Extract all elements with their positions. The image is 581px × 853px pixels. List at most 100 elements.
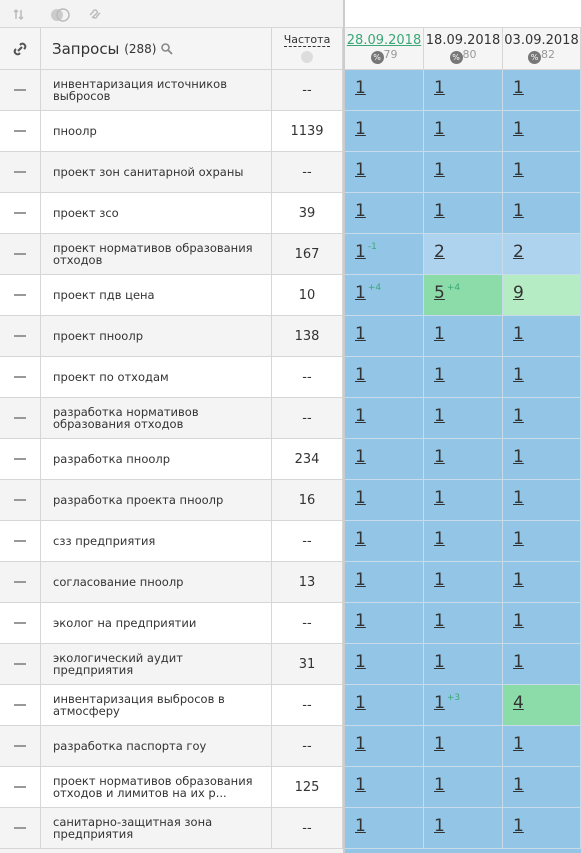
- position[interactable]: 1: [355, 611, 366, 631]
- position[interactable]: 1: [513, 816, 524, 836]
- query: проект пноолр: [41, 316, 272, 357]
- position[interactable]: 1: [355, 78, 366, 98]
- dash-icon: [14, 212, 26, 214]
- row-remove[interactable]: [0, 644, 41, 685]
- row-remove[interactable]: [0, 398, 41, 439]
- row-remove[interactable]: [0, 439, 41, 480]
- position[interactable]: 1: [434, 693, 445, 713]
- position[interactable]: 1: [434, 570, 445, 590]
- row-remove[interactable]: [0, 70, 41, 111]
- frequency-header[interactable]: Частота: [272, 28, 343, 70]
- row-remove[interactable]: [0, 275, 41, 316]
- position[interactable]: 1: [355, 242, 366, 262]
- query: сзз предприятия: [41, 521, 272, 562]
- frequency: 13: [272, 562, 343, 603]
- position[interactable]: 1: [513, 365, 524, 385]
- position[interactable]: 1: [434, 119, 445, 139]
- position[interactable]: 1: [434, 529, 445, 549]
- position[interactable]: 1: [513, 78, 524, 98]
- position-cell: 1: [345, 357, 424, 398]
- position[interactable]: 1: [513, 611, 524, 631]
- position[interactable]: 1: [434, 160, 445, 180]
- position[interactable]: 1: [355, 283, 366, 303]
- position[interactable]: 1: [355, 693, 366, 713]
- position[interactable]: 1: [513, 734, 524, 754]
- position[interactable]: 1: [355, 201, 366, 221]
- position[interactable]: 1: [355, 447, 366, 467]
- frequency: --: [272, 603, 343, 644]
- position[interactable]: 1: [434, 488, 445, 508]
- position[interactable]: 1: [355, 652, 366, 672]
- position-cell: 1: [503, 193, 581, 234]
- query: экологический аудит предприятия: [41, 644, 272, 685]
- position[interactable]: 1: [434, 775, 445, 795]
- position[interactable]: 5: [434, 283, 445, 303]
- position[interactable]: 1: [513, 324, 524, 344]
- position-cell: 1: [345, 70, 424, 111]
- row-remove[interactable]: [0, 111, 41, 152]
- position[interactable]: 1: [513, 775, 524, 795]
- position[interactable]: 1: [434, 365, 445, 385]
- position[interactable]: 1: [434, 611, 445, 631]
- dash-icon: [14, 745, 26, 747]
- position[interactable]: 1: [355, 365, 366, 385]
- position[interactable]: 1: [513, 201, 524, 221]
- frequency: 125: [272, 767, 343, 808]
- row-remove[interactable]: [0, 234, 41, 275]
- position-cell: 1: [503, 111, 581, 152]
- position[interactable]: 2: [513, 242, 524, 262]
- position[interactable]: 1: [355, 488, 366, 508]
- percent-icon: %: [449, 51, 463, 64]
- position-cell: 1: [345, 808, 424, 849]
- position[interactable]: 1: [434, 652, 445, 672]
- position[interactable]: 2: [434, 242, 445, 262]
- position[interactable]: 9: [513, 283, 524, 303]
- row-remove[interactable]: [0, 521, 41, 562]
- date-header[interactable]: 03.09.2018% 82: [503, 28, 581, 70]
- position[interactable]: 1: [434, 78, 445, 98]
- row-remove[interactable]: [0, 685, 41, 726]
- position-cell: 1: [345, 726, 424, 767]
- position[interactable]: 1: [434, 447, 445, 467]
- query: согласование пноолр: [41, 562, 272, 603]
- position[interactable]: 1: [434, 406, 445, 426]
- row-remove[interactable]: [0, 480, 41, 521]
- position[interactable]: 1: [513, 570, 524, 590]
- position[interactable]: 1: [434, 734, 445, 754]
- date-header[interactable]: 28.09.2018% 79: [345, 28, 424, 70]
- position[interactable]: 4: [513, 693, 524, 713]
- date-header[interactable]: 18.09.2018% 80: [424, 28, 503, 70]
- position[interactable]: 1: [355, 324, 366, 344]
- row-remove[interactable]: [0, 603, 41, 644]
- position[interactable]: 1: [355, 734, 366, 754]
- position-change: +3: [446, 693, 461, 703]
- position[interactable]: 1: [513, 406, 524, 426]
- position[interactable]: 1: [355, 816, 366, 836]
- position[interactable]: 1: [513, 447, 524, 467]
- position[interactable]: 1: [434, 324, 445, 344]
- position[interactable]: 1: [434, 201, 445, 221]
- position[interactable]: 1: [513, 652, 524, 672]
- position[interactable]: 1: [513, 529, 524, 549]
- search-icon[interactable]: [160, 42, 174, 56]
- link-header[interactable]: [0, 28, 41, 70]
- position[interactable]: 1: [513, 488, 524, 508]
- position[interactable]: 1: [513, 160, 524, 180]
- row-remove[interactable]: [0, 767, 41, 808]
- row-remove[interactable]: [0, 152, 41, 193]
- row-remove[interactable]: [0, 316, 41, 357]
- position[interactable]: 1: [355, 570, 366, 590]
- row-remove[interactable]: [0, 726, 41, 767]
- position[interactable]: 1: [434, 816, 445, 836]
- row-remove[interactable]: [0, 808, 41, 849]
- position[interactable]: 1: [513, 119, 524, 139]
- position[interactable]: 1: [355, 775, 366, 795]
- row-remove[interactable]: [0, 357, 41, 398]
- position[interactable]: 1: [355, 160, 366, 180]
- position[interactable]: 1: [355, 119, 366, 139]
- row-remove[interactable]: [0, 193, 41, 234]
- position[interactable]: 1: [355, 406, 366, 426]
- row-remove[interactable]: [0, 562, 41, 603]
- position[interactable]: 1: [355, 529, 366, 549]
